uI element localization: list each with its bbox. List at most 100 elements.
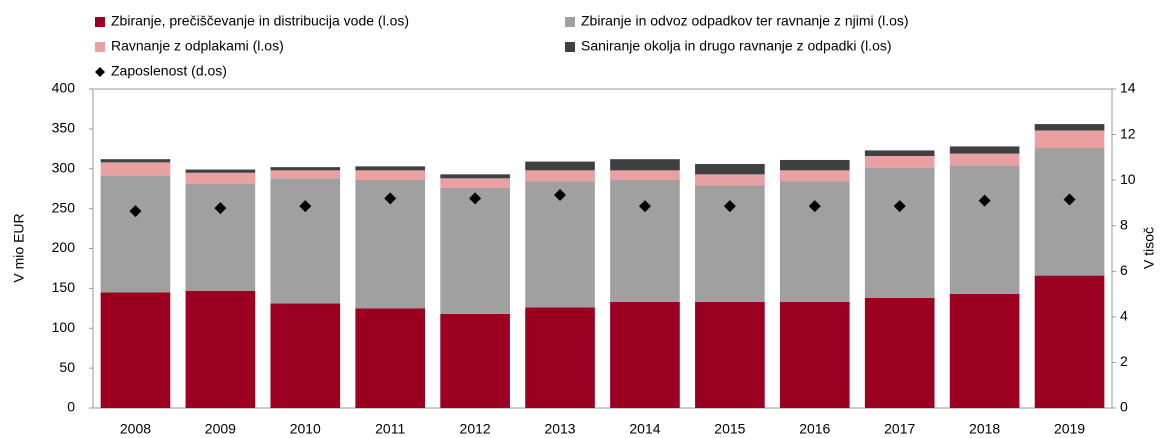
y2-tick-label: 8 — [1120, 216, 1128, 232]
legend-label: Zbiranje in odvoz odpadkov ter ravnanje … — [581, 13, 909, 29]
x-tick-label: 2018 — [969, 421, 1000, 437]
bar-segment — [610, 179, 680, 302]
legend-swatch — [95, 42, 105, 52]
legend-swatch — [565, 42, 575, 52]
marker — [214, 202, 227, 215]
bar-segment — [864, 150, 935, 156]
bar-segment — [1034, 275, 1105, 408]
x-tick-label: 2013 — [544, 421, 575, 437]
legend-label: Zaposlenost (d.os) — [111, 63, 227, 79]
marker — [808, 200, 821, 213]
marker — [554, 188, 567, 201]
y-tick-label: 250 — [52, 199, 76, 215]
marker — [384, 192, 397, 205]
bar-segment — [949, 146, 1020, 154]
y2-tick-label: 10 — [1120, 171, 1136, 187]
x-tick-label: 2009 — [205, 421, 236, 437]
bar-segment — [864, 297, 935, 408]
bar-segment — [779, 170, 850, 182]
marker — [469, 192, 482, 205]
bar-segment — [525, 181, 595, 308]
bar-segment — [100, 162, 171, 176]
bar-segment — [1034, 124, 1105, 131]
legend-marker — [95, 67, 105, 77]
bar-segment — [610, 170, 680, 180]
marker — [638, 200, 651, 213]
bar-segment — [185, 169, 256, 173]
bar-segment — [270, 303, 341, 408]
legend-swatch — [95, 17, 105, 27]
bar-segment — [779, 159, 850, 171]
bar-segment — [695, 301, 765, 408]
marker — [129, 205, 142, 218]
bar-segment — [100, 292, 171, 408]
y-axis-label: V mio EUR — [11, 213, 27, 282]
marker — [893, 200, 906, 213]
bar-segment — [440, 313, 510, 408]
bar-segment — [270, 167, 341, 171]
x-tick-label: 2010 — [290, 421, 321, 437]
y-tick-label: 200 — [52, 239, 76, 255]
bar-segment — [525, 307, 595, 408]
bar-segment — [270, 170, 341, 179]
legend-swatch — [565, 17, 575, 27]
bar-segment — [355, 308, 426, 408]
x-tick-label: 2015 — [714, 421, 745, 437]
bar-segment — [440, 174, 510, 179]
bar-segment — [355, 170, 426, 180]
y-tick-label: 150 — [52, 279, 76, 295]
y2-tick-label: 4 — [1120, 308, 1128, 324]
x-tick-label: 2019 — [1054, 421, 1085, 437]
marker — [978, 194, 991, 207]
y-tick-label: 300 — [52, 159, 76, 175]
bar-segment — [270, 178, 341, 304]
bar-segment — [949, 293, 1020, 408]
y2-tick-label: 2 — [1120, 353, 1128, 369]
bar-segment — [610, 301, 680, 408]
x-tick-label: 2014 — [629, 421, 660, 437]
bar-segment — [525, 170, 595, 182]
marker — [299, 200, 312, 213]
bar-segment — [779, 301, 850, 408]
y2-axis-label: V tisoč — [1141, 227, 1157, 269]
marker — [723, 200, 736, 213]
legend-label: Saniranje okolja in drugo ravnanje z odp… — [581, 38, 892, 54]
legend-label: Zbiranje, prečiščevanje in distribucija … — [111, 13, 409, 29]
bar-segment — [864, 155, 935, 168]
bar-segment — [610, 159, 680, 171]
x-tick-label: 2011 — [375, 421, 405, 437]
y-tick-label: 50 — [59, 359, 75, 375]
y2-tick-label: 0 — [1120, 399, 1128, 415]
x-tick-label: 2016 — [799, 421, 830, 437]
bar-segment — [185, 183, 256, 291]
y-tick-label: 0 — [67, 399, 75, 415]
y-tick-label: 100 — [52, 319, 76, 335]
x-tick-label: 2008 — [120, 421, 151, 437]
bar-segment — [1034, 148, 1105, 276]
bar-segment — [1034, 130, 1105, 149]
legend-label: Ravnanje z odplakami (l.os) — [111, 38, 284, 54]
bar-segment — [525, 161, 595, 171]
bar-segment — [440, 187, 510, 314]
y2-tick-label: 14 — [1120, 80, 1136, 96]
y2-tick-label: 6 — [1120, 262, 1128, 278]
bar-segment — [355, 166, 426, 171]
bar-segment — [185, 172, 256, 184]
bar-segment — [100, 159, 171, 163]
marker — [1063, 193, 1076, 206]
x-tick-label: 2017 — [884, 421, 915, 437]
bar-segment — [440, 178, 510, 188]
bar-segment — [779, 181, 850, 302]
bar-segment — [695, 163, 765, 175]
bar-segment — [100, 175, 171, 293]
bar-segment — [695, 174, 765, 186]
y-tick-label: 350 — [52, 120, 76, 136]
x-tick-label: 2012 — [460, 421, 491, 437]
bar-segment — [949, 165, 1020, 294]
bar-segment — [185, 290, 256, 408]
bar-segment — [949, 153, 1020, 166]
y2-tick-label: 12 — [1120, 125, 1136, 141]
y-tick-label: 400 — [52, 80, 76, 96]
bar-segment — [864, 167, 935, 298]
